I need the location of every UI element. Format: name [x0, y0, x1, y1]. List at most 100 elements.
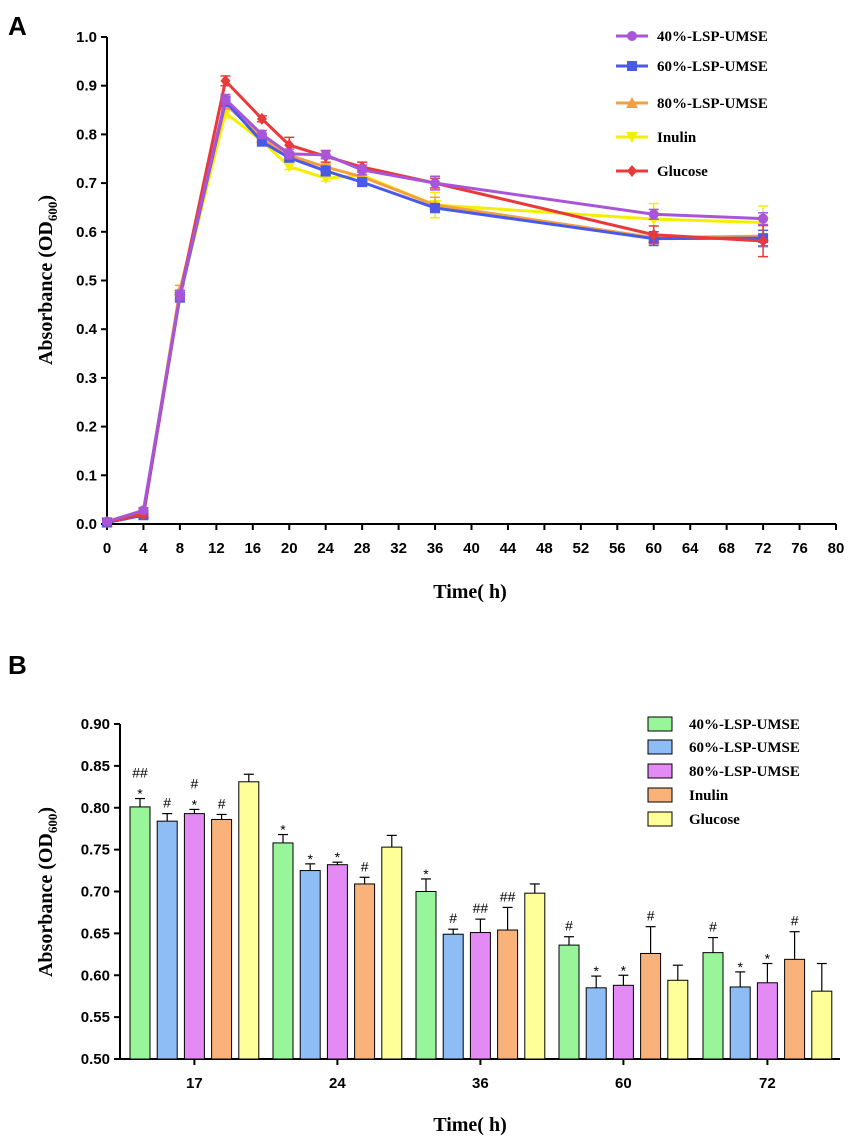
panel-b-bar-40-lsp-umse — [415, 891, 437, 1060]
panel-a-y-tick-label: 0.2 — [76, 419, 97, 436]
panel-a-y-tick-label: 0.6 — [76, 224, 97, 241]
panel-a-legend-label-60-lsp-umse: 60%-LSP-UMSE — [657, 59, 768, 75]
panel-b-bar-40-lsp-umse — [702, 952, 724, 1060]
panel-a-x-tick-label: 40 — [463, 540, 480, 557]
panel-a-line-glucose — [106, 77, 764, 524]
panel-b-bar-80-lsp-umse — [612, 984, 634, 1060]
panel-b-significance-label: * — [307, 851, 313, 867]
panel-a-x-tick-label: 4 — [139, 540, 148, 557]
panel-b-legend-label-80-lsp-umse: 80%-LSP-UMSE — [689, 764, 800, 780]
panel-b-significance-label: * — [335, 849, 341, 865]
panel-a-point-glucose — [256, 112, 267, 125]
panel-a-x-tick-label: 52 — [573, 540, 590, 557]
panel-b-bar-80-lsp-umse — [326, 864, 348, 1060]
panel-b-bar-40-lsp-umse — [129, 806, 151, 1060]
panel-a-point-inulin — [283, 161, 296, 173]
panel-a-point-glucose — [758, 235, 769, 248]
panel-b-bar-60-lsp-umse — [299, 870, 321, 1060]
panel-b-letter: B — [8, 650, 27, 680]
panel-b-significance-label: * — [765, 951, 771, 967]
panel-b-bar-glucose — [238, 781, 260, 1060]
panel-b-x-tick-label: 17 — [186, 1075, 203, 1092]
panel-a-x-tick-label: 80 — [828, 540, 845, 557]
panel-b-bar-60-lsp-umse — [585, 987, 607, 1060]
panel-a-point-40-lsp-umse — [758, 213, 769, 224]
panel-a-point-40-lsp-umse — [284, 148, 295, 159]
panel-b-y-tick-label: 0.55 — [81, 1009, 110, 1026]
panel-b-bar-40-lsp-umse — [272, 842, 294, 1060]
panel-b-bar-inulin — [354, 883, 376, 1060]
panel-a-point-60-lsp-umse — [320, 165, 331, 176]
panel-b-x-axis-title: Time( h) — [433, 1114, 507, 1136]
panel-b-significance-label: * — [423, 866, 429, 882]
panel-a-y-tick-label: 0.4 — [76, 321, 98, 338]
panel-a-legend-marker-40-lsp-umse — [627, 31, 637, 41]
panel-b-bar-inulin — [640, 952, 662, 1060]
panel-a-point-40-lsp-umse — [256, 129, 267, 140]
panel-a-point-60-lsp-umse — [430, 202, 441, 213]
panel-b-significance-label: * — [137, 786, 143, 802]
panel-b-legend-label-60-lsp-umse: 60%-LSP-UMSE — [689, 740, 800, 756]
panel-b-significance-label: * — [621, 962, 627, 978]
panel-b-x-tick-label: 36 — [472, 1075, 489, 1092]
panel-b-x-tick-label: 24 — [329, 1075, 346, 1092]
panel-b-significance-label: ## — [132, 765, 148, 781]
panel-a-y-tick-label: 0.8 — [76, 126, 97, 143]
panel-b-y-tick-label: 0.90 — [81, 716, 110, 733]
panel-b-significance-label: * — [280, 822, 286, 838]
panel-b-legend-label-inulin: Inulin — [689, 788, 729, 804]
panel-b-significance-label: * — [192, 796, 198, 812]
panel-b-significance-label: # — [163, 795, 171, 811]
panel-b-bar-inulin — [784, 958, 806, 1060]
panel-a-y-tick-label: 1.0 — [76, 29, 97, 46]
panel-b-significance-label: # — [709, 919, 717, 935]
panel-a-point-glucose — [220, 74, 231, 87]
panel-b-bar-inulin — [211, 818, 233, 1060]
panel-a-x-tick-label: 24 — [317, 540, 334, 557]
panel-a-legend-marker-60-lsp-umse — [627, 61, 637, 71]
panel-b-y-tick-label: 0.60 — [81, 967, 110, 984]
panel-a-x-tick-label: 12 — [208, 540, 225, 557]
panel-a-point-60-lsp-umse — [357, 177, 368, 188]
panel-a-legend-marker-inulin — [626, 132, 638, 143]
panel-a-point-40-lsp-umse — [430, 178, 441, 189]
panel-b-bar-60-lsp-umse — [442, 933, 464, 1060]
panel-a-x-tick-label: 76 — [791, 540, 808, 557]
panel-b-y-tick-label: 0.50 — [81, 1051, 110, 1068]
panel-a-x-tick-label: 72 — [755, 540, 772, 557]
panel-b-significance-label: # — [449, 910, 457, 926]
panel-a-legend-marker-80-lsp-umse — [626, 97, 638, 108]
panel-b-bar-glucose — [524, 892, 546, 1060]
panel-b-significance-label: ## — [473, 900, 489, 916]
panel-b-bar-60-lsp-umse — [729, 986, 751, 1060]
panel-b-bar-40-lsp-umse — [558, 944, 580, 1060]
panel-b-significance-label: # — [361, 858, 369, 874]
panel-b-legend-swatch-40-lsp-umse — [647, 716, 673, 732]
panel-b-bar-glucose — [667, 979, 689, 1060]
panel-b-legend-label-glucose: Glucose — [689, 812, 740, 828]
panel-b-significance-label: # — [218, 795, 226, 811]
panel-a-x-tick-label: 64 — [682, 540, 699, 557]
panel-a-x-tick-label: 56 — [609, 540, 626, 557]
panel-a-x-tick-label: 48 — [536, 540, 553, 557]
panel-a-x-tick-label: 36 — [427, 540, 444, 557]
panel-a-point-40-lsp-umse — [220, 94, 231, 105]
panel-a-x-tick-label: 32 — [390, 540, 407, 557]
panel-b-y-tick-label: 0.75 — [81, 842, 110, 859]
panel-a-point-40-lsp-umse — [357, 164, 368, 175]
panel-b-significance-label: # — [647, 908, 655, 924]
panel-b-y-axis-title: Absorbance (OD600) — [35, 807, 60, 977]
panel-a-line-40-lsp-umse — [106, 96, 764, 523]
panel-a-y-tick-label: 0.1 — [76, 467, 97, 484]
panel-b-significance-label: # — [565, 918, 573, 934]
panel-b-bar-80-lsp-umse — [183, 813, 205, 1060]
panel-a-point-glucose — [648, 228, 659, 241]
panel-a-point-40-lsp-umse — [174, 290, 185, 301]
panel-a-legend-label-40-lsp-umse: 40%-LSP-UMSE — [657, 29, 768, 45]
panel-a-x-tick-label: 0 — [103, 540, 111, 557]
panel-a-y-tick-label: 0.7 — [76, 175, 97, 192]
panel-b-bar-80-lsp-umse — [756, 982, 778, 1060]
panel-a-x-axis-title: Time( h) — [433, 581, 507, 603]
panel-a-y-tick-label: 0.3 — [76, 370, 97, 387]
panel-b-significance-label: # — [191, 775, 199, 791]
